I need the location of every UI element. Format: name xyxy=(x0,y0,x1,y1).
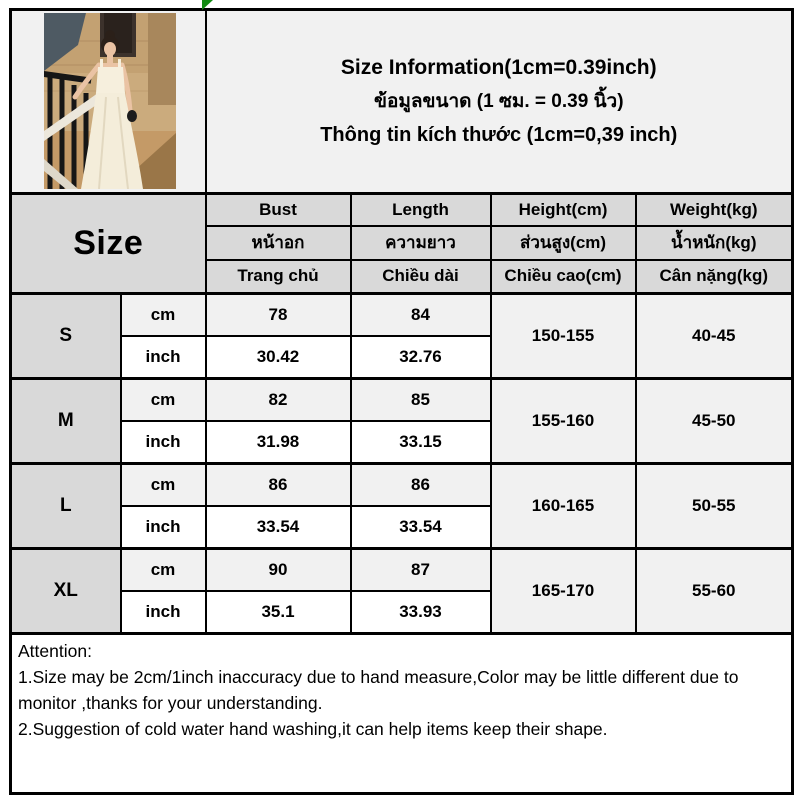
cell-flag-triangle-icon xyxy=(202,0,213,10)
weight-range-value: 45-50 xyxy=(634,377,794,465)
col-header-length-th: ความยาว xyxy=(349,224,492,261)
unit-label-inch: inch xyxy=(119,504,207,550)
col-header-weight-th: น้ำหนัก(kg) xyxy=(634,224,794,261)
title-vietnamese: Thông tin kích thước (1cm=0,39 inch) xyxy=(320,124,678,146)
height-range-value: 160-165 xyxy=(489,462,637,550)
col-header-weight-en: Weight(kg) xyxy=(634,192,794,227)
bust-cm-value: 82 xyxy=(204,377,352,422)
unit-label-cm: cm xyxy=(119,462,207,507)
table-row: inch 30.42 32.76 xyxy=(11,334,793,380)
title-english: Size Information(1cm=0.39inch) xyxy=(340,56,657,79)
header-row-vietnamese: Trang chủ Chiều dài Chiều cao(cm) Cân nặ… xyxy=(11,258,794,295)
unit-label-cm: cm xyxy=(119,292,207,337)
length-cm-value: 87 xyxy=(349,547,492,592)
length-inch-value: 32.76 xyxy=(349,334,492,380)
attention-notes: Attention: 1.Size may be 2cm/1inch inacc… xyxy=(9,632,794,795)
size-label-s: S xyxy=(9,292,122,380)
height-range-value: 150-155 xyxy=(489,292,637,380)
table-row: inch 35.1 33.93 xyxy=(11,589,793,635)
height-range-value: 165-170 xyxy=(489,547,637,635)
table-row: inch 31.98 33.15 xyxy=(11,419,793,465)
size-label-xl: XL xyxy=(9,547,122,635)
col-header-length-en: Length xyxy=(349,192,492,227)
size-chart-table: Size Information(1cm=0.39inch) ข้อมูลขนา… xyxy=(9,8,795,795)
height-range-value: 155-160 xyxy=(489,377,637,465)
title-thai: ข้อมูลขนาด (1 ซม. = 0.39 นิ้ว) xyxy=(373,91,624,112)
attention-row: Attention: 1.Size may be 2cm/1inch inacc… xyxy=(9,632,794,795)
header-row-english: Size Bust Length Height(cm) Weight(kg) xyxy=(9,192,794,295)
weight-range-value: 40-45 xyxy=(634,292,794,380)
header-row-thai: หน้าอก ความยาว ส่วนสูง(cm) น้ำหนัก(kg) xyxy=(11,224,794,261)
length-cm-value: 85 xyxy=(349,377,492,422)
bust-inch-value: 33.54 xyxy=(204,504,352,550)
attention-note-1: 1.Size may be 2cm/1inch inaccuracy due t… xyxy=(18,667,739,713)
model-in-white-dress-illustration xyxy=(44,13,176,189)
table-row: XL cm 90 87 165-170 55-60 xyxy=(9,547,794,635)
unit-label-cm: cm xyxy=(119,547,207,592)
bust-inch-value: 31.98 xyxy=(204,419,352,465)
size-label-l: L xyxy=(9,462,122,550)
title-cell: Size Information(1cm=0.39inch) ข้อมูลขนา… xyxy=(204,8,794,195)
unit-label-inch: inch xyxy=(119,419,207,465)
bust-cm-value: 90 xyxy=(204,547,352,592)
table-row: M cm 82 85 155-160 45-50 xyxy=(9,377,794,465)
unit-label-inch: inch xyxy=(119,589,207,635)
col-header-bust-en: Bust xyxy=(204,192,352,227)
weight-range-value: 50-55 xyxy=(634,462,794,550)
length-inch-value: 33.54 xyxy=(349,504,492,550)
product-photo-cell xyxy=(9,8,207,195)
bust-cm-value: 86 xyxy=(204,462,352,507)
weight-range-value: 55-60 xyxy=(634,547,794,635)
size-column-header: Size xyxy=(9,192,207,295)
col-header-height-vi: Chiều cao(cm) xyxy=(489,258,637,295)
length-inch-value: 33.93 xyxy=(349,589,492,635)
table-row: S cm 78 84 150-155 40-45 xyxy=(9,292,794,380)
title-row: Size Information(1cm=0.39inch) ข้อมูลขนา… xyxy=(9,8,794,195)
table-row: L cm 86 86 160-165 50-55 xyxy=(9,462,794,550)
bust-cm-value: 78 xyxy=(204,292,352,337)
col-header-bust-th: หน้าอก xyxy=(204,224,352,261)
unit-label-inch: inch xyxy=(119,334,207,380)
bust-inch-value: 30.42 xyxy=(204,334,352,380)
length-cm-value: 86 xyxy=(349,462,492,507)
length-cm-value: 84 xyxy=(349,292,492,337)
unit-label-cm: cm xyxy=(119,377,207,422)
col-header-length-vi: Chiều dài xyxy=(349,258,492,295)
bust-inch-value: 35.1 xyxy=(204,589,352,635)
length-inch-value: 33.15 xyxy=(349,419,492,465)
col-header-height-en: Height(cm) xyxy=(489,192,637,227)
product-photo xyxy=(13,12,204,192)
col-header-weight-vi: Cân nặng(kg) xyxy=(634,258,794,295)
size-label-m: M xyxy=(9,377,122,465)
col-header-bust-vi: Trang chủ xyxy=(204,258,352,295)
table-row: inch 33.54 33.54 xyxy=(11,504,793,550)
size-chart-sheet: Size Information(1cm=0.39inch) ข้อมูลขนา… xyxy=(9,0,795,795)
col-header-height-th: ส่วนสูง(cm) xyxy=(489,224,637,261)
attention-heading: Attention: xyxy=(18,641,92,661)
attention-note-2: 2.Suggestion of cold water hand washing,… xyxy=(18,719,608,739)
